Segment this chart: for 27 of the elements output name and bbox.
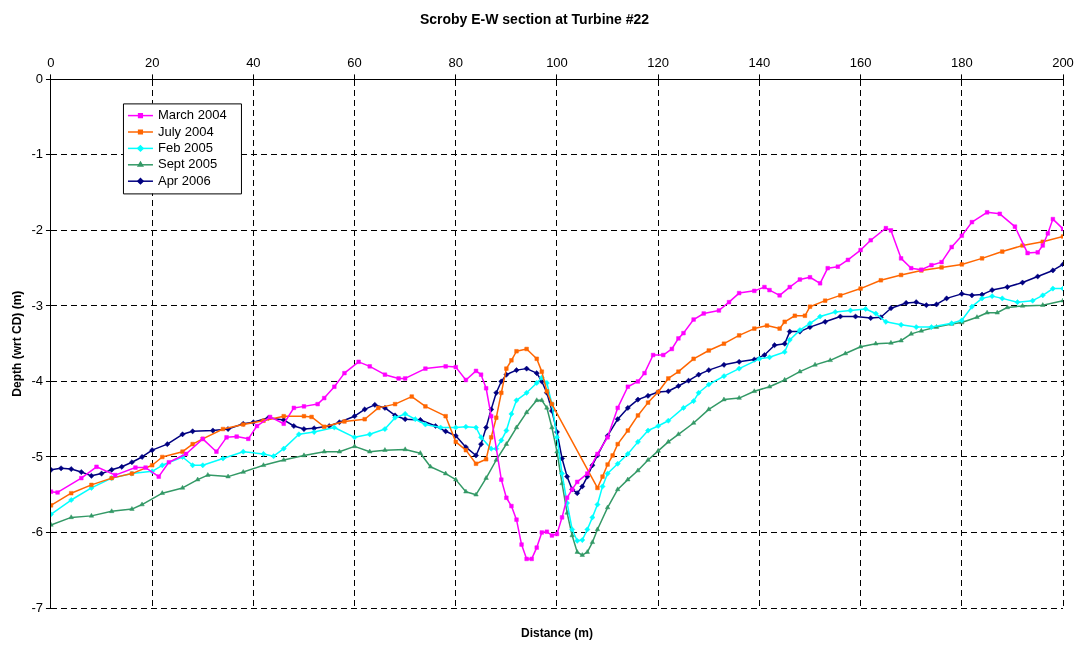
y-tick-label: -5	[31, 448, 43, 464]
x-tick-label: 60	[347, 55, 362, 71]
y-tick-label: -3	[31, 297, 43, 313]
y-tick-label: -7	[31, 599, 43, 615]
y-tick-label: -4	[31, 373, 43, 389]
x-tick-label: 140	[748, 55, 771, 71]
x-tick-label: 120	[647, 55, 670, 71]
x-tick-label: 180	[950, 55, 973, 71]
y-axis-title: Depth (wrt CD) (m)	[9, 290, 24, 397]
legend-label: March 2004	[157, 107, 227, 123]
legend-label: Feb 2005	[157, 139, 213, 155]
x-tick-label: 80	[448, 55, 464, 71]
x-tick-label: 20	[144, 55, 160, 71]
y-tick-label: -2	[31, 222, 43, 238]
x-tick-label: 160	[849, 55, 872, 71]
legend-label: Sept 2005	[157, 156, 218, 172]
x-tick-label: 200	[1052, 55, 1074, 71]
y-tick-label: 0	[35, 70, 43, 86]
x-tick-label: 100	[546, 55, 568, 71]
legend-label: July 2004	[157, 123, 214, 139]
x-axis-title: Distance (m)	[520, 626, 593, 641]
y-tick-label: -6	[31, 524, 43, 540]
chart-title: Scroby E-W section at Turbine #22	[419, 11, 650, 28]
legend-label: Apr 2006	[157, 172, 211, 188]
y-tick-label: -1	[31, 146, 43, 162]
x-tick-label: 0	[47, 55, 55, 71]
x-tick-label: 40	[246, 55, 261, 71]
